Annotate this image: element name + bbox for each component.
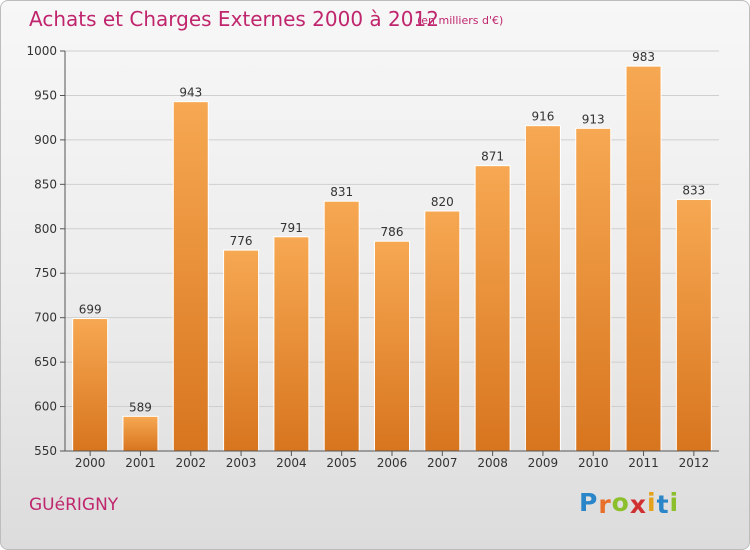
logo-letter: o xyxy=(611,488,630,517)
bars: 699 589 943 776 791 831 786 820 871 916 913 983 833 xyxy=(72,50,712,452)
value-label-2010: 913 xyxy=(582,112,605,126)
y-tick-label: 950 xyxy=(34,88,57,102)
y-tick-label: 900 xyxy=(34,133,57,147)
bar-2009 xyxy=(524,125,561,452)
value-label-2006: 786 xyxy=(381,225,404,239)
bar-2004 xyxy=(273,236,310,452)
bar-2000 xyxy=(72,318,109,452)
logo-letter: x xyxy=(629,490,647,519)
bar-2006 xyxy=(374,240,410,452)
bar-2011 xyxy=(625,65,662,452)
y-tick-label: 700 xyxy=(34,311,57,325)
bar-2012 xyxy=(675,198,712,452)
logo-letter: i xyxy=(647,488,657,517)
y-tick-label: 750 xyxy=(34,266,57,280)
x-tick-label-2001: 2001 xyxy=(125,456,156,470)
value-label-2009: 916 xyxy=(531,110,554,124)
bar-2008 xyxy=(474,165,511,452)
bar-2010 xyxy=(575,127,612,452)
chart-unit: (en milliers d'€) xyxy=(417,14,504,27)
x-tick-label-2009: 2009 xyxy=(528,456,559,470)
value-label-2007: 820 xyxy=(431,195,454,209)
x-tick-label-2007: 2007 xyxy=(427,456,458,470)
x-tick-label-2000: 2000 xyxy=(75,456,106,470)
logo-letter: P xyxy=(579,488,599,517)
logo-letter: r xyxy=(598,490,612,519)
y-tick-label: 550 xyxy=(34,444,57,458)
proxiti-logo[interactable]: Proxiti xyxy=(579,488,680,519)
x-tick-label-2002: 2002 xyxy=(175,456,206,470)
axes: 550 600 650 700 750 800 850 900 950 1000 2000 2001 2… xyxy=(26,44,719,470)
value-label-2012: 833 xyxy=(682,183,705,197)
x-tick-label-2008: 2008 xyxy=(477,456,508,470)
value-label-2008: 871 xyxy=(481,150,504,164)
value-label-2001: 589 xyxy=(129,400,152,414)
x-tick-label-2012: 2012 xyxy=(679,456,710,470)
y-tick-label: 600 xyxy=(34,400,57,414)
value-label-2005: 831 xyxy=(330,185,353,199)
value-label-2002: 943 xyxy=(179,86,202,100)
x-tick-label-2006: 2006 xyxy=(377,456,408,470)
value-label-2000: 699 xyxy=(79,303,102,317)
y-tick-label: 650 xyxy=(34,355,57,369)
x-tick-label-2010: 2010 xyxy=(578,456,609,470)
y-tick-label: 800 xyxy=(34,222,57,236)
x-tick-label-2011: 2011 xyxy=(628,456,659,470)
x-tick-label-2003: 2003 xyxy=(226,456,257,470)
bar-2007 xyxy=(424,210,461,452)
y-tick-label: 850 xyxy=(34,177,57,191)
value-label-2011: 983 xyxy=(632,50,655,64)
x-tick-label-2004: 2004 xyxy=(276,456,307,470)
y-tick-label: 1000 xyxy=(26,44,57,58)
bar-2001 xyxy=(122,415,159,452)
town-name: GUéRIGNY xyxy=(29,495,119,515)
logo-letter: i xyxy=(669,488,680,517)
logo-letter: t xyxy=(656,490,670,519)
value-label-2003: 776 xyxy=(230,234,253,248)
chart-title: Achats et Charges Externes 2000 à 2012 xyxy=(29,7,439,31)
value-label-2004: 791 xyxy=(280,221,303,235)
bar-2005 xyxy=(323,200,360,452)
x-tick-label-2005: 2005 xyxy=(326,456,357,470)
bar-2003 xyxy=(223,249,260,452)
bar-2002 xyxy=(172,101,209,452)
